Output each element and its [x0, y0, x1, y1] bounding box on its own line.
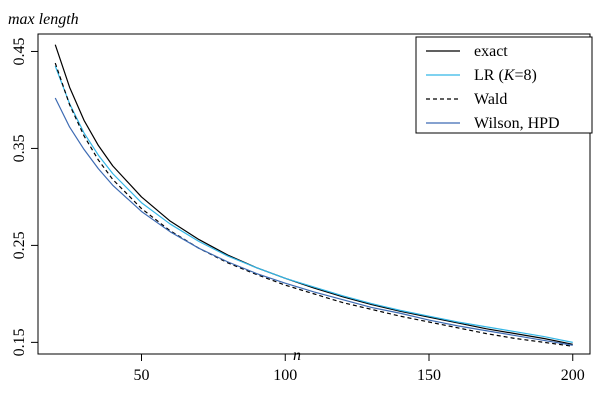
- y-tick-label: 0.15: [11, 328, 28, 356]
- x-tick-label: 100: [273, 367, 297, 384]
- y-tick-label: 0.35: [11, 134, 28, 162]
- y-axis-title: max length: [8, 11, 79, 28]
- x-axis-title: n: [293, 347, 301, 364]
- plot-frame: [37, 33, 591, 355]
- legend-label-lr: LR (K=8): [474, 67, 537, 84]
- series-line-lr-k-8: [54, 65, 573, 343]
- series-line-wald: [54, 62, 573, 347]
- legend: exact LR (K=8) Wald Wilson, HPD: [415, 36, 593, 134]
- y-axis: 0.15 0.25 0.35 0.45: [11, 37, 38, 356]
- y-tick-label: 0.25: [11, 231, 28, 259]
- y-tick-label: 0.45: [11, 37, 28, 65]
- series-line-wilson-hpd: [54, 97, 573, 346]
- x-axis: 50 100 150 200: [134, 354, 585, 384]
- legend-label-wilson-hpd: Wilson, HPD: [474, 115, 560, 132]
- series-layer: [54, 44, 573, 347]
- x-tick-label: 50: [134, 367, 150, 384]
- legend-box: [415, 36, 593, 134]
- legend-label-lr-prefix: LR (: [474, 67, 504, 84]
- legend-label-wald: Wald: [474, 91, 507, 108]
- legend-label-exact: exact: [474, 43, 508, 60]
- x-tick-label: 150: [417, 367, 441, 384]
- x-tick-label: 200: [561, 367, 585, 384]
- legend-label-lr-suffix: =8): [514, 67, 536, 84]
- legend-label-lr-k: K: [503, 67, 516, 84]
